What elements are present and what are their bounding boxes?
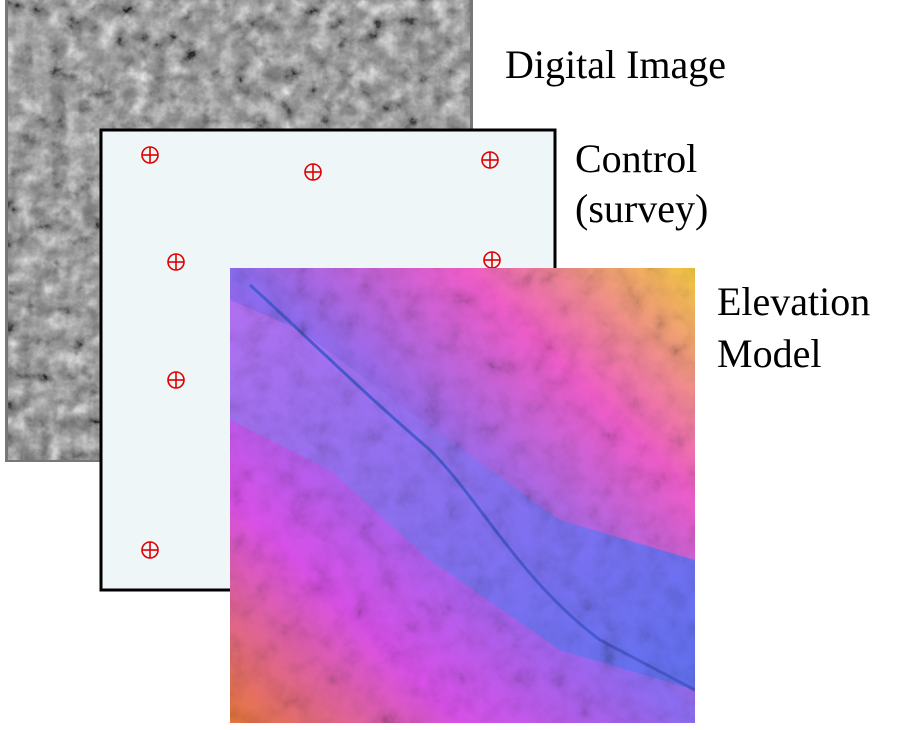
- control-point: [304, 163, 322, 181]
- control-points: [141, 146, 501, 559]
- control-point: [167, 253, 185, 271]
- layer-label: Elevation: [717, 279, 870, 324]
- layer-label: Model: [717, 331, 821, 376]
- control-point: [141, 541, 159, 559]
- control-point: [481, 151, 499, 169]
- layer-label: Digital Image: [505, 42, 726, 87]
- layer-label: Control: [575, 136, 697, 181]
- control-point: [167, 371, 185, 389]
- control-point: [141, 146, 159, 164]
- layer-label: (survey): [575, 186, 708, 231]
- elevation-layer: [230, 268, 695, 723]
- relief-shading: [230, 268, 695, 723]
- control-point: [483, 251, 501, 269]
